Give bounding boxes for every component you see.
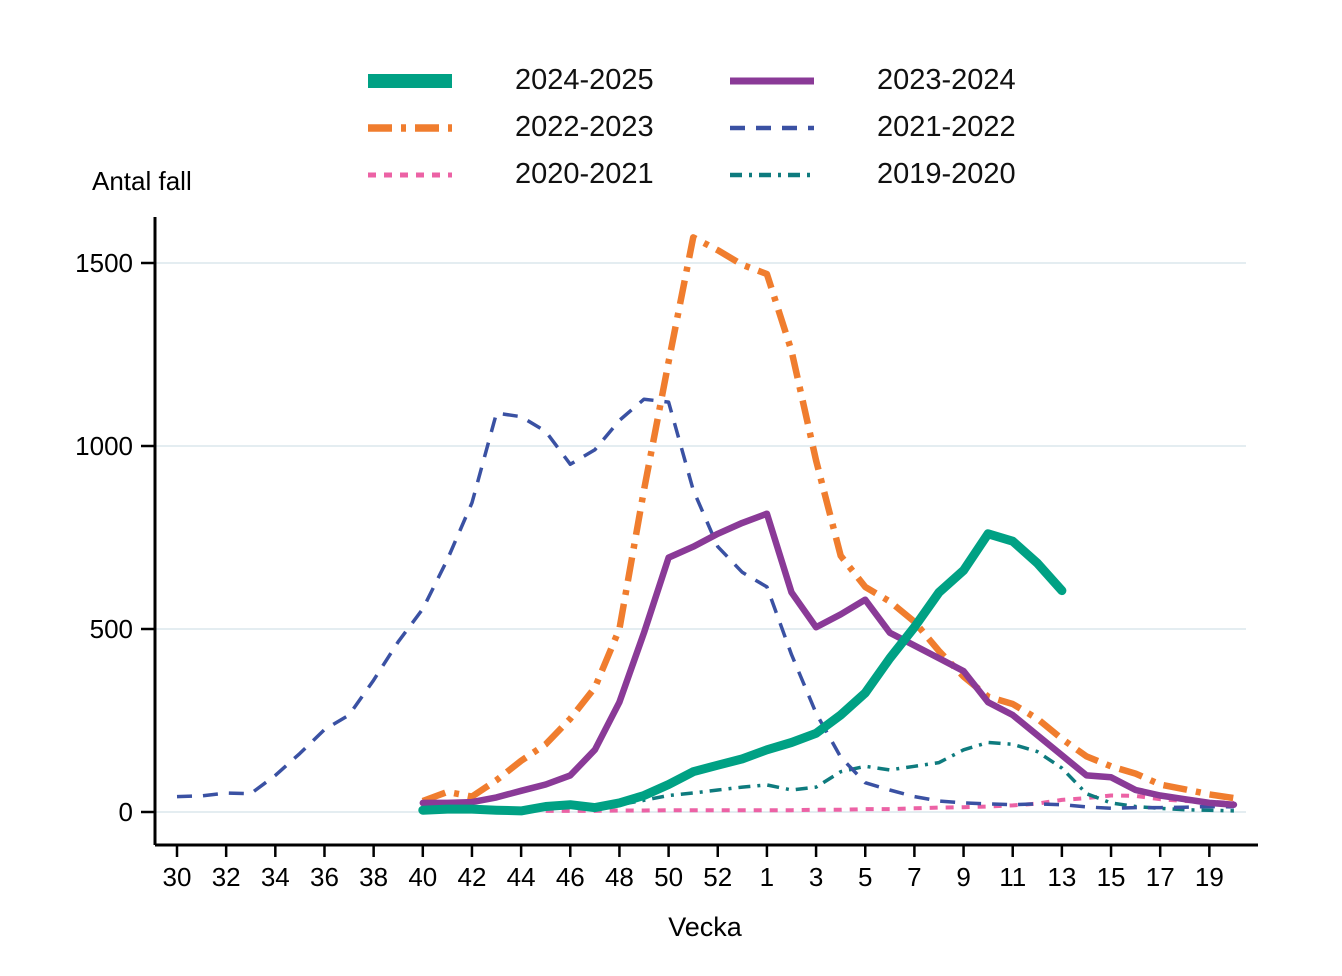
series-line-2020-2021 [545, 793, 1234, 813]
x-tick-label: 1 [760, 862, 774, 892]
x-tick-label: 19 [1195, 862, 1224, 892]
x-tick-label: 46 [556, 862, 585, 892]
x-tick-label: 13 [1047, 862, 1076, 892]
legend-item-2020-2021: 2020-2021 [368, 151, 730, 198]
x-tick-label: 38 [359, 862, 388, 892]
x-tick-label: 32 [212, 862, 241, 892]
y-axis-title: Antal fall [92, 166, 192, 196]
chart-legend: 2024-2025 2023-2024 2022-2023 2021-2022 2020… [368, 57, 1092, 198]
x-tick-label: 40 [408, 862, 437, 892]
legend-label: 2024-2025 [515, 64, 654, 96]
legend-item-2022-2023: 2022-2023 [368, 104, 730, 151]
y-tick-label: 1000 [75, 431, 133, 461]
x-tick-label: 44 [507, 862, 536, 892]
x-tick-label: 15 [1097, 862, 1126, 892]
legend-label: 2019-2020 [877, 158, 1016, 190]
series-line-2024-2025 [418, 529, 1067, 816]
x-tick-label: 9 [956, 862, 970, 892]
x-tick-label: 42 [457, 862, 486, 892]
legend-swatch-dash-dot [368, 123, 452, 132]
legend-label: 2020-2021 [515, 158, 654, 190]
x-tick-label: 30 [163, 862, 192, 892]
series-line-2019-2020 [594, 740, 1234, 813]
legend-swatch-dashed [730, 125, 814, 130]
x-tick-label: 5 [858, 862, 872, 892]
x-tick-label: 52 [703, 862, 732, 892]
legend-item-2021-2022: 2021-2022 [730, 104, 1092, 151]
legend-label: 2023-2024 [877, 64, 1016, 96]
legend-item-2019-2020: 2019-2020 [730, 151, 1092, 198]
x-tick-label: 3 [809, 862, 823, 892]
y-tick-label: 0 [119, 797, 133, 827]
x-tick-label: 34 [261, 862, 290, 892]
x-tick-label: 36 [310, 862, 339, 892]
legend-label: 2021-2022 [877, 111, 1016, 143]
legend-swatch-dash-dot-small [730, 172, 814, 177]
x-tick-label: 17 [1146, 862, 1175, 892]
legend-swatch-solid [368, 73, 452, 88]
series-line-2022-2023 [421, 234, 1235, 805]
y-tick-label: 500 [90, 614, 133, 644]
legend-swatch-short-dash [368, 172, 452, 177]
legend-label: 2022-2023 [515, 111, 654, 143]
x-tick-label: 50 [654, 862, 683, 892]
y-tick-label: 1500 [75, 248, 133, 278]
legend-item-2023-2024: 2023-2024 [730, 57, 1092, 104]
x-tick-label: 11 [999, 862, 1026, 892]
x-tick-label: 48 [605, 862, 634, 892]
legend-swatch-solid [730, 77, 814, 84]
legend-item-2024-2025: 2024-2025 [368, 57, 730, 104]
x-tick-label: 7 [907, 862, 921, 892]
x-axis-title: Vecka [668, 912, 742, 942]
series-line-2021-2022 [176, 397, 1234, 811]
series-line-2023-2024 [419, 510, 1238, 808]
